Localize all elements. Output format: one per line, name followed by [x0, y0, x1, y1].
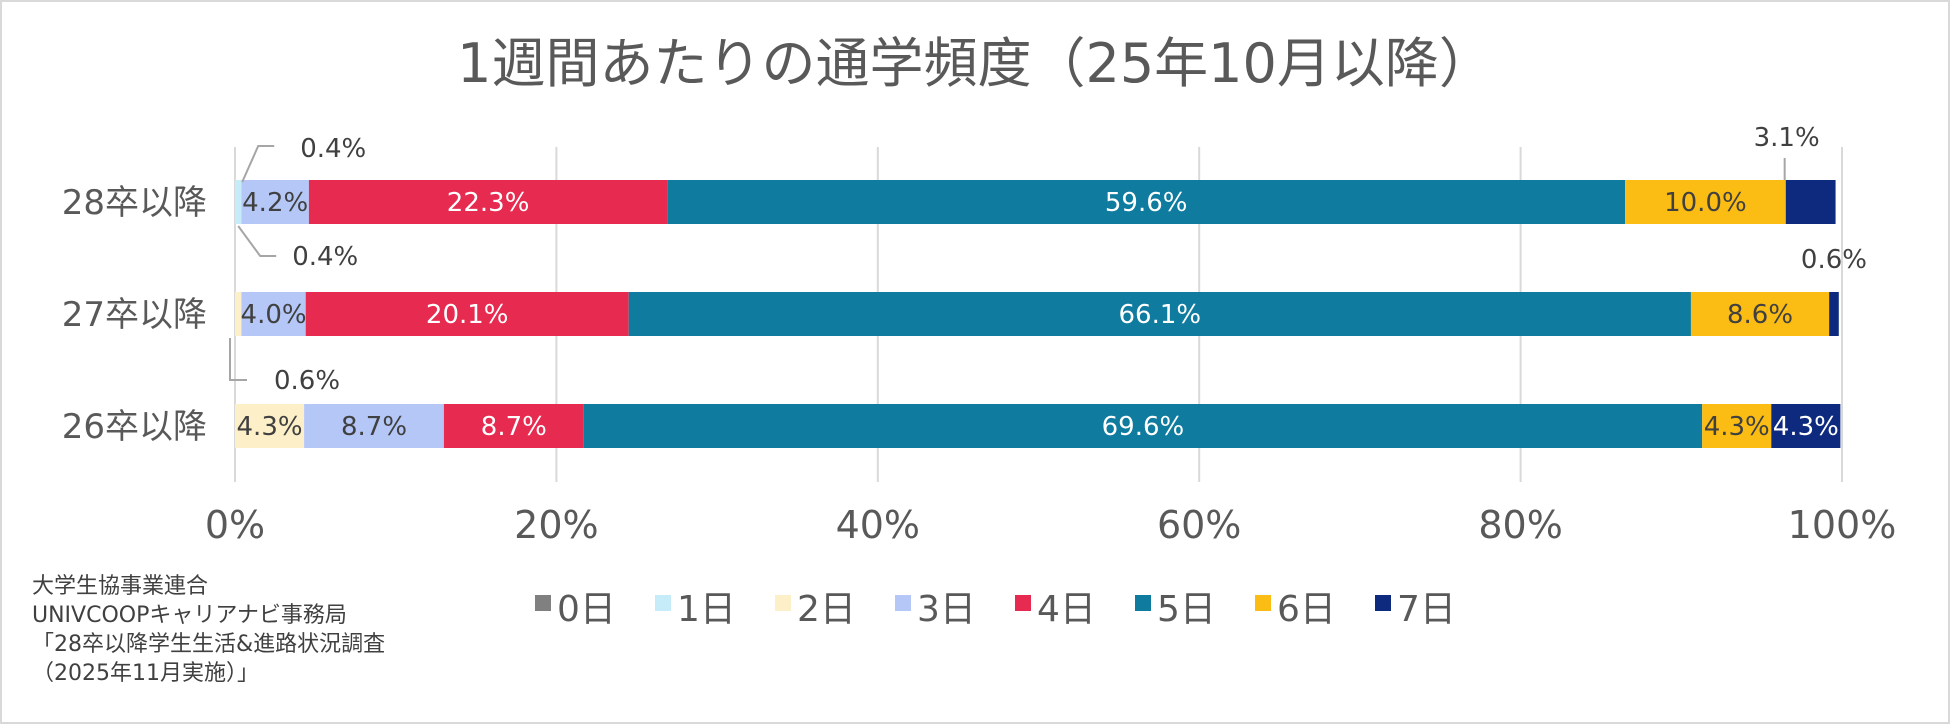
callout-label: 0.6% [274, 366, 340, 396]
legend-entry: 2日 [797, 589, 856, 630]
legend-swatch [1015, 595, 1031, 611]
legend-entry: 1日 [677, 589, 736, 630]
data-label: 4.3% [1704, 412, 1770, 442]
legend-entry: 0日 [557, 589, 616, 630]
legend-swatch [535, 595, 551, 611]
bar-segment [235, 292, 242, 336]
bar-segment [583, 404, 1703, 448]
bar-segment [1625, 180, 1786, 224]
source-line: 「28卒以降学生生活&進路状況調査 [32, 632, 386, 657]
data-label: 4.2% [242, 188, 308, 218]
legend-swatch [1135, 595, 1151, 611]
x-tick-label: 20% [514, 503, 598, 547]
data-label: 4.0% [241, 300, 307, 330]
source-line: 大学生協事業連合 [32, 574, 209, 599]
callout-leader [241, 145, 275, 183]
legend-entry: 6日 [1277, 589, 1336, 630]
bar-segment [308, 180, 668, 224]
category-label: 26卒以降 [62, 407, 207, 447]
x-tick-label: 60% [1157, 503, 1241, 547]
callout-label: 3.1% [1754, 123, 1820, 153]
callout-leader [237, 225, 277, 257]
source-line: （2025年11月実施）」 [32, 661, 259, 686]
bar-segment [305, 292, 629, 336]
bar-segment [1702, 404, 1772, 448]
data-label: 8.7% [481, 412, 547, 442]
callout-label: 0.4% [292, 242, 358, 272]
source-note: 大学生協事業連合 UNIVCOOPキャリアナビ事務局 「28卒以降学生生活&進路… [32, 572, 385, 688]
x-tick-label: 40% [836, 503, 920, 547]
x-tick-label: 100% [1788, 503, 1897, 547]
data-label: 69.6% [1102, 412, 1185, 442]
bar-segment [304, 404, 444, 448]
source-line: UNIVCOOPキャリアナビ事務局 [32, 603, 347, 628]
bar-segment [628, 292, 1691, 336]
data-label: 20.1% [426, 300, 509, 330]
legend-entry: 7日 [1397, 589, 1456, 630]
data-label: 22.3% [447, 188, 530, 218]
bar-segment [1829, 292, 1839, 336]
chart-title: 1週間あたりの通学頻度（25年10月以降） [457, 32, 1493, 95]
x-tick-label: 0% [205, 503, 265, 547]
legend-entry: 4日 [1037, 589, 1096, 630]
legend-swatch [895, 595, 911, 611]
bar-segment [241, 180, 309, 224]
data-label: 4.3% [237, 412, 303, 442]
bar-segment [235, 180, 242, 224]
x-tick-label: 80% [1478, 503, 1562, 547]
callout-label: 0.4% [300, 134, 366, 164]
data-label: 8.7% [341, 412, 407, 442]
bar-segments: 4.2% 22.3% 59.6% 10.0% 4.0% 20.1% 66.1% 8.6% 4.3… [235, 180, 1841, 448]
category-label: 28卒以降 [62, 183, 207, 223]
legend-swatch [655, 595, 671, 611]
data-label: 10.0% [1664, 188, 1747, 218]
category-labels: 28卒以降 27卒以降 26卒以降 [62, 183, 207, 447]
data-label: 59.6% [1105, 188, 1188, 218]
bar-segment [667, 180, 1626, 224]
bar-segment [443, 404, 584, 448]
legend-swatch [1255, 595, 1271, 611]
legend-swatch [1375, 595, 1391, 611]
legend-entry: 5日 [1157, 589, 1216, 630]
data-label: 4.3% [1773, 412, 1839, 442]
data-label: 8.6% [1727, 300, 1793, 330]
bar-segment [1785, 180, 1836, 224]
callout-leader [229, 338, 247, 381]
bar-segment [241, 292, 306, 336]
category-label: 27卒以降 [62, 295, 207, 335]
legend-swatch [775, 595, 791, 611]
x-axis-tick-labels: 0% 20% 40% 60% 80% 100% [205, 503, 1896, 547]
legend: 0日 1日 2日 3日 4日 5日 6日 7日 [535, 589, 1456, 630]
bar-segment [235, 404, 305, 448]
legend-entry: 3日 [917, 589, 976, 630]
callout-label: 0.6% [1801, 245, 1867, 275]
callout-labels: 0.4% 3.1% 0.4% 0.6% 0.6% [229, 123, 1867, 396]
bar-segment [1771, 404, 1841, 448]
data-label: 66.1% [1119, 300, 1202, 330]
bar-segment [1690, 292, 1830, 336]
